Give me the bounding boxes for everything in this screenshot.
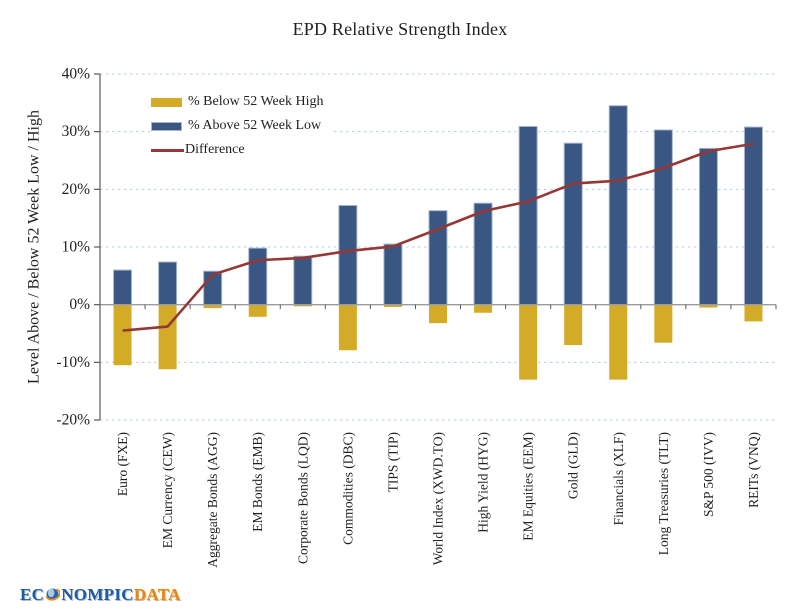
bar-above-52wk-low <box>698 147 718 306</box>
bar-below-52wk-high <box>113 304 132 366</box>
legend-label-difference: Difference <box>185 142 245 157</box>
bar-below-52wk-high <box>429 304 447 324</box>
bar-above-52wk-low <box>518 125 538 306</box>
bar-below-52wk-high <box>609 304 628 380</box>
y-tick-label: 0% <box>69 296 90 313</box>
bar-below-52wk-high <box>654 304 673 343</box>
above-series-swatch <box>151 121 182 131</box>
bar-below-52wk-high <box>699 304 718 308</box>
logo-text-data: DATA <box>133 585 181 604</box>
bar-above-52wk-low <box>383 243 403 306</box>
bar-above-52wk-low <box>653 129 673 306</box>
bar-below-52wk-high <box>158 304 177 370</box>
x-category-label: S&P 500 (IVV) <box>701 432 716 517</box>
chart-title: EPD Relative Strength Index <box>292 19 508 39</box>
bar-below-52wk-high <box>564 304 583 346</box>
bar-below-52wk-high <box>519 304 538 380</box>
y-tick-label: -20% <box>56 412 90 429</box>
x-category-label: Long Treasuries (TLT) <box>656 432 671 555</box>
bar-above-52wk-low <box>473 202 493 306</box>
bar-above-52wk-low <box>338 204 358 306</box>
bar-below-52wk-high <box>248 304 267 317</box>
x-category-label: REITs (VNQ) <box>746 432 761 508</box>
bar-above-52wk-low <box>248 247 268 306</box>
bar-below-52wk-high <box>474 304 493 313</box>
y-axis-title: Level Above / Below 52 Week Low / High <box>26 110 43 384</box>
econompic-logo: EC NOMPICDATA <box>20 585 181 605</box>
x-category-label: Gold (GLD) <box>566 432 581 499</box>
x-category-label: High Yield (HYG) <box>476 432 491 533</box>
y-tick-label: 40% <box>62 66 91 83</box>
bar-above-52wk-low <box>428 210 448 306</box>
below-series-swatch <box>151 97 182 107</box>
legend-item-below-52wk-high: % Below 52 Week High <box>151 90 323 114</box>
bar-above-52wk-low <box>743 126 763 306</box>
x-category-label: World Index (XWD.TO) <box>431 432 446 565</box>
x-category-label: Euro (FXE) <box>115 432 130 496</box>
x-category-label: Aggregate Bonds (AGG) <box>205 432 220 568</box>
logo-text-nompic: NOMPIC <box>61 585 134 604</box>
bar-above-52wk-low <box>158 261 178 306</box>
x-category-label: Commodities (DBC) <box>340 432 355 545</box>
bar-below-52wk-high <box>744 304 763 322</box>
x-category-label: TIPS (TIP) <box>385 432 400 492</box>
bar-below-52wk-high <box>338 304 357 351</box>
y-tick-label: 20% <box>62 181 91 198</box>
y-tick-label: 30% <box>62 123 91 140</box>
bar-below-52wk-high <box>203 304 222 309</box>
x-category-label: EM Bonds (EMB) <box>250 432 265 532</box>
bar-below-52wk-high <box>383 304 402 307</box>
logo-text-ec: EC <box>20 585 45 604</box>
bar-above-52wk-low <box>563 142 583 306</box>
legend-item-difference: Difference <box>151 138 323 162</box>
globe-icon <box>45 588 61 601</box>
legend-label-below: % Below 52 Week High <box>188 94 324 109</box>
bar-above-52wk-low <box>608 105 628 306</box>
difference-line <box>122 142 754 332</box>
x-category-label: EM Equities (EEM) <box>521 432 536 541</box>
y-tick-label: -10% <box>56 354 90 371</box>
y-tick-label: 10% <box>62 239 91 256</box>
legend: % Below 52 Week High % Above 52 Week Low… <box>151 90 334 162</box>
bar-below-52wk-high <box>293 304 312 307</box>
x-category-label: Corporate Bonds (LQD) <box>295 432 310 564</box>
x-category-label: EM Currency (CEW) <box>160 432 175 548</box>
legend-label-above: % Above 52 Week Low <box>188 118 322 133</box>
legend-item-above-52wk-low: % Above 52 Week Low <box>151 114 323 138</box>
x-category-label: Financials (XLF) <box>611 432 626 525</box>
bar-above-52wk-low <box>293 255 313 306</box>
bar-above-52wk-low <box>113 269 133 306</box>
difference-line-swatch <box>151 148 184 152</box>
